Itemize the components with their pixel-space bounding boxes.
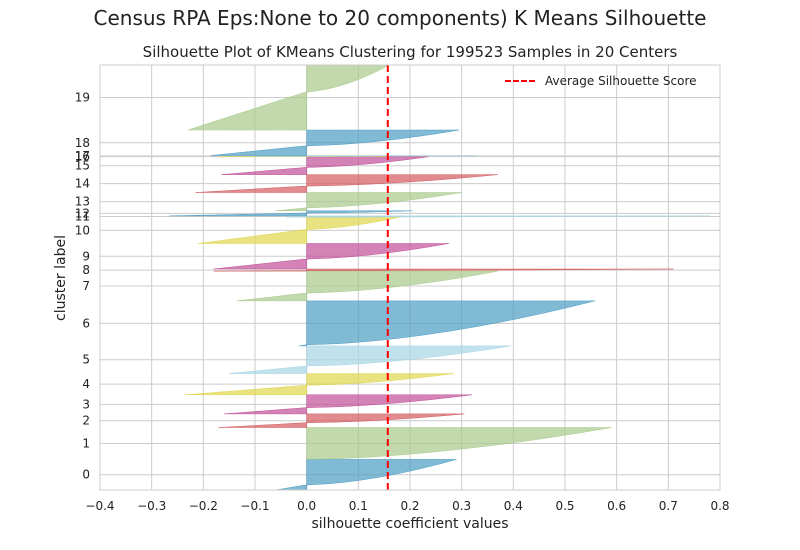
y-tick-label-3: 3 xyxy=(82,397,90,411)
y-tick-label-1: 1 xyxy=(82,436,90,450)
y-tick-label-0: 0 xyxy=(82,468,90,482)
cluster-silhouette-10 xyxy=(198,216,400,244)
cluster-silhouette-19 xyxy=(187,64,390,131)
cluster-silhouette-0 xyxy=(275,459,457,491)
legend-label: Average Silhouette Score xyxy=(545,74,697,88)
cluster-silhouette-2 xyxy=(218,413,465,428)
x-tick-label: −0.1 xyxy=(240,499,269,513)
y-tick-label-7: 7 xyxy=(82,279,90,293)
x-tick-label: 0.6 xyxy=(607,499,626,513)
y-tick-label-4: 4 xyxy=(82,377,90,391)
y-tick-label-6: 6 xyxy=(82,316,90,330)
legend-dashed-line-swatch xyxy=(505,80,535,82)
cluster-silhouette-1 xyxy=(306,427,612,460)
figure-suptitle: Census RPA Eps:None to 20 components) K … xyxy=(93,6,707,30)
cluster-silhouette-4 xyxy=(185,373,454,396)
y-tick-label-8: 8 xyxy=(82,263,90,277)
y-tick-label-14: 14 xyxy=(75,177,90,191)
x-tick-label: 0.5 xyxy=(555,499,574,513)
cluster-silhouette-12 xyxy=(169,210,413,217)
cluster-silhouette-13 xyxy=(275,192,462,212)
cluster-silhouette-7 xyxy=(236,270,498,302)
cluster-silhouette-5 xyxy=(229,345,511,374)
cluster-silhouette-8 xyxy=(213,268,674,272)
cluster-silhouette-3 xyxy=(223,394,473,415)
cluster-silhouette-18 xyxy=(211,129,460,156)
x-axis-label: silhouette coefficient values xyxy=(311,516,509,532)
x-tick-label: −0.3 xyxy=(137,499,166,513)
x-tick-label: 0.4 xyxy=(504,499,523,513)
y-tick-label-17: 17 xyxy=(75,149,90,163)
y-tick-label-13: 13 xyxy=(75,195,90,209)
x-tick-label: 0.8 xyxy=(710,499,729,513)
y-tick-label-15: 15 xyxy=(75,159,90,173)
y-tick-label-11: 11 xyxy=(75,210,90,224)
x-tick-label: 0.7 xyxy=(659,499,678,513)
y-tick-label-16: 16 xyxy=(75,150,90,164)
cluster-silhouette-9 xyxy=(213,243,449,270)
y-tick-label-5: 5 xyxy=(82,353,90,367)
legend: Average Silhouette Score xyxy=(505,74,697,88)
x-tick-label: −0.2 xyxy=(189,499,218,513)
plot-frame xyxy=(99,64,721,491)
x-tick-label: −0.4 xyxy=(85,499,114,513)
cluster-silhouette-14 xyxy=(195,174,498,193)
cluster-silhouette-6 xyxy=(298,300,596,347)
y-axis-label: cluster label xyxy=(53,235,69,321)
x-tick-label: 0.1 xyxy=(349,499,368,513)
y-tick-label-19: 19 xyxy=(75,91,90,105)
cluster-silhouette-17 xyxy=(254,155,478,157)
y-tick-label-12: 12 xyxy=(75,206,90,220)
y-tick-label-2: 2 xyxy=(82,414,90,428)
cluster-silhouette-11 xyxy=(285,215,710,218)
x-tick-label: 0.3 xyxy=(452,499,471,513)
chart-title: Silhouette Plot of KMeans Clustering for… xyxy=(142,43,678,61)
y-tick-label-18: 18 xyxy=(75,136,90,150)
y-tick-label-10: 10 xyxy=(75,223,90,237)
y-tick-label-9: 9 xyxy=(82,249,90,263)
cluster-silhouette-15 xyxy=(221,156,429,175)
x-tick-label: 0.2 xyxy=(400,499,419,513)
x-tick-label: 0.0 xyxy=(297,499,316,513)
